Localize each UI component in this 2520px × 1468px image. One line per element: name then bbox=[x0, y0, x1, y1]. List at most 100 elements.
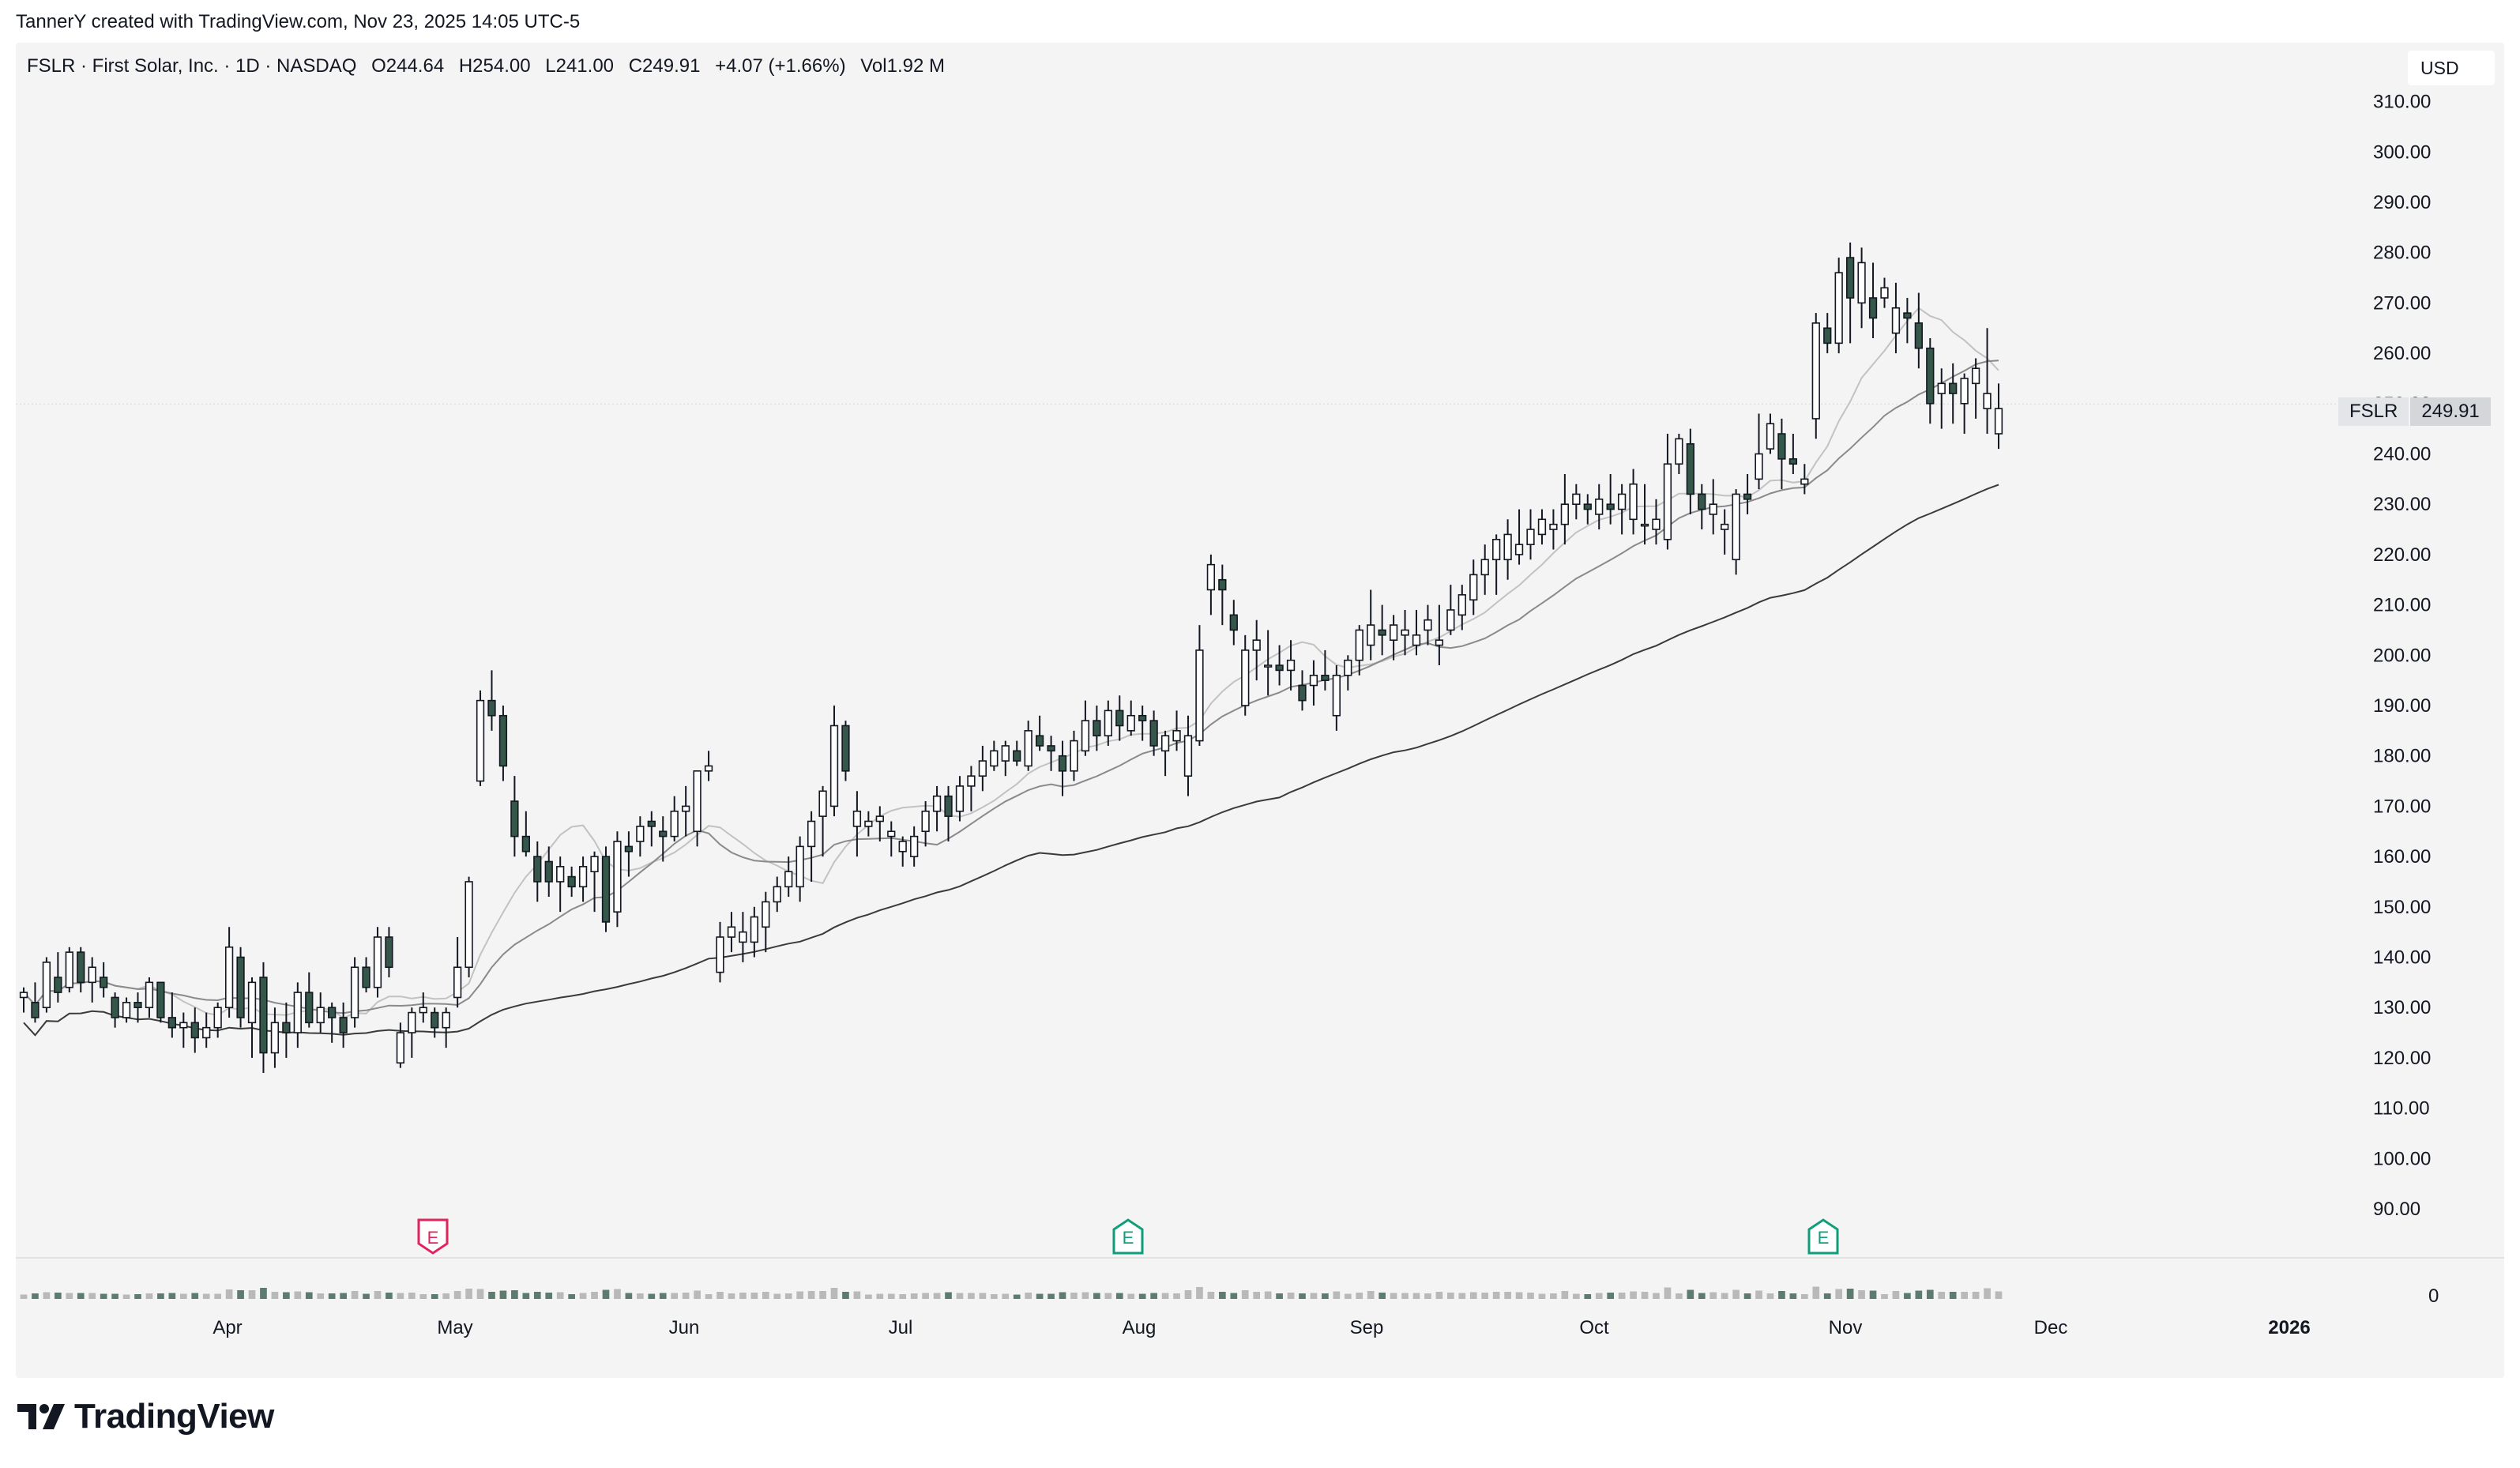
candle bbox=[1868, 262, 1878, 338]
volume-bar bbox=[1709, 1292, 1717, 1299]
candle bbox=[1412, 609, 1421, 656]
candle-body bbox=[567, 875, 576, 888]
candle-body bbox=[408, 1011, 416, 1033]
x-tick-label: Jul bbox=[889, 1317, 913, 1338]
symbol-info[interactable]: FSLR · First Solar, Inc. · 1D · NASDAQ bbox=[27, 55, 357, 77]
volume-bar bbox=[1458, 1293, 1466, 1299]
volume-bar bbox=[305, 1292, 313, 1299]
earnings-marker[interactable]: E bbox=[417, 1218, 449, 1255]
low-value: L241.00 bbox=[545, 55, 615, 77]
candle-body bbox=[1640, 523, 1649, 527]
volume-bar bbox=[1492, 1292, 1500, 1299]
volume-bar bbox=[122, 1294, 130, 1299]
y-tick-label: 100.00 bbox=[2373, 1148, 2431, 1169]
candle-body bbox=[1321, 674, 1330, 681]
candle bbox=[1047, 736, 1055, 771]
volume-bar bbox=[77, 1293, 85, 1299]
candle-body bbox=[293, 992, 302, 1033]
candle-body bbox=[202, 1026, 211, 1039]
volume-bar bbox=[1287, 1293, 1295, 1299]
volume-bar bbox=[1059, 1292, 1066, 1299]
volume-bar bbox=[1926, 1289, 1934, 1299]
candle-body bbox=[1480, 559, 1489, 576]
chart-pane[interactable]: 90.00 100.00 110.00 120.00 130.00 140.00 150.0… bbox=[16, 43, 2504, 1378]
volume-bar bbox=[1264, 1291, 1272, 1299]
volume-bar bbox=[1653, 1293, 1660, 1299]
candle-body bbox=[213, 1007, 222, 1029]
candle bbox=[1206, 554, 1216, 615]
earnings-marker[interactable]: E bbox=[1807, 1218, 1839, 1255]
candle bbox=[990, 740, 999, 771]
candle-body bbox=[1389, 624, 1398, 641]
candle bbox=[1755, 413, 1763, 490]
candle bbox=[1732, 489, 1740, 575]
candle bbox=[111, 992, 119, 1028]
volume-bar bbox=[32, 1293, 39, 1299]
currency-button[interactable]: USD bbox=[2408, 51, 2495, 85]
candle bbox=[1389, 615, 1398, 661]
candle-body bbox=[887, 830, 896, 838]
candle-body bbox=[590, 856, 599, 873]
volume-bar bbox=[796, 1291, 803, 1299]
candle bbox=[1652, 499, 1661, 545]
candle-body bbox=[556, 866, 565, 883]
volume-bar bbox=[1036, 1293, 1044, 1299]
candle-body bbox=[1344, 659, 1352, 676]
tradingview-logo-icon bbox=[17, 1404, 65, 1429]
candle bbox=[190, 1007, 199, 1053]
candle-body bbox=[1743, 493, 1752, 500]
y-tick-label: 110.00 bbox=[2373, 1098, 2430, 1120]
x-tick-label: Nov bbox=[1829, 1317, 1863, 1338]
candle-body bbox=[521, 835, 530, 853]
candle-body bbox=[1891, 307, 1901, 334]
candle-body bbox=[362, 966, 370, 988]
candle bbox=[1537, 509, 1547, 545]
candle bbox=[818, 785, 827, 857]
candle-body bbox=[316, 1007, 325, 1024]
candle bbox=[556, 856, 565, 913]
candle-body bbox=[773, 886, 781, 903]
candle-body bbox=[339, 1017, 348, 1033]
candle bbox=[544, 846, 553, 898]
volume-bar bbox=[340, 1293, 347, 1299]
candle-body bbox=[111, 996, 119, 1018]
candle-body bbox=[1469, 574, 1478, 601]
candle bbox=[202, 1012, 211, 1048]
candle-body bbox=[1811, 322, 1820, 420]
volume-bar bbox=[694, 1290, 701, 1299]
volume-bar bbox=[111, 1293, 118, 1299]
volume-bar bbox=[283, 1292, 290, 1299]
candle-body bbox=[465, 881, 473, 969]
volume-bar bbox=[442, 1293, 450, 1299]
volume-bar bbox=[1961, 1292, 1968, 1299]
candle-body bbox=[259, 977, 268, 1054]
volume-bar bbox=[294, 1291, 302, 1299]
candle bbox=[727, 912, 736, 953]
candle-body bbox=[1160, 735, 1170, 752]
y-axis[interactable]: 90.00 100.00 110.00 120.00 130.00 140.00 150.0… bbox=[16, 92, 2504, 1307]
volume-bar bbox=[1607, 1293, 1615, 1299]
price-chart[interactable]: 90.00 100.00 110.00 120.00 130.00 140.00 150.0… bbox=[16, 43, 2504, 1378]
earnings-marker[interactable]: E bbox=[1112, 1218, 1144, 1255]
candle-body bbox=[910, 835, 919, 857]
candle bbox=[1788, 434, 1798, 474]
candle bbox=[1949, 363, 1958, 424]
x-axis[interactable]: Apr May Jun Jul Aug Sep Oct Nov Dec 2026 bbox=[213, 1317, 2310, 1338]
tradingview-logo[interactable]: TradingView bbox=[17, 1397, 274, 1436]
candlesticks bbox=[19, 242, 2003, 1074]
volume-bar bbox=[1322, 1293, 1329, 1299]
candle-body bbox=[1035, 735, 1044, 747]
volume-bar bbox=[1630, 1291, 1637, 1299]
candle bbox=[1606, 473, 1615, 525]
candle bbox=[1663, 434, 1672, 550]
candle bbox=[305, 972, 314, 1028]
volume-bar bbox=[1481, 1293, 1489, 1299]
candle-body bbox=[1286, 659, 1296, 672]
candle-body bbox=[659, 830, 668, 838]
volume-bar bbox=[134, 1294, 141, 1299]
volume-bar bbox=[1550, 1293, 1557, 1299]
candle bbox=[1195, 625, 1204, 746]
candle bbox=[1138, 706, 1147, 741]
candle-body bbox=[1846, 257, 1855, 299]
